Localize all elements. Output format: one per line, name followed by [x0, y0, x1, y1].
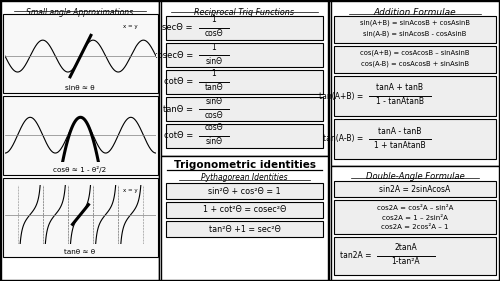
FancyBboxPatch shape: [166, 97, 323, 121]
Text: cosΘ: cosΘ: [204, 30, 224, 38]
FancyBboxPatch shape: [166, 16, 323, 40]
FancyBboxPatch shape: [166, 70, 323, 94]
Text: tanA - tanB: tanA - tanB: [378, 126, 422, 135]
Text: sin2A = 2sinAcosA: sin2A = 2sinAcosA: [380, 185, 450, 194]
Text: cos(A-B) = cosAcosB + sinAsinB: cos(A-B) = cosAcosB + sinAsinB: [361, 61, 469, 67]
FancyBboxPatch shape: [166, 183, 323, 199]
Text: tanθ ≈ θ: tanθ ≈ θ: [64, 249, 96, 255]
FancyBboxPatch shape: [166, 43, 323, 67]
Text: secΘ =: secΘ =: [162, 24, 193, 33]
Text: 1 + cot²Θ = cosec²Θ: 1 + cot²Θ = cosec²Θ: [203, 205, 286, 214]
Text: sinΘ: sinΘ: [206, 96, 222, 105]
Text: 1-tan²A: 1-tan²A: [392, 257, 420, 266]
FancyBboxPatch shape: [334, 237, 496, 275]
Text: cos2A = 1 – 2sin²A: cos2A = 1 – 2sin²A: [382, 214, 448, 221]
FancyBboxPatch shape: [161, 156, 328, 280]
FancyBboxPatch shape: [3, 96, 158, 175]
FancyBboxPatch shape: [1, 1, 159, 280]
Text: tanΘ =: tanΘ =: [163, 105, 193, 114]
Text: cosecΘ =: cosecΘ =: [153, 51, 193, 60]
FancyBboxPatch shape: [334, 16, 496, 43]
FancyBboxPatch shape: [334, 46, 496, 73]
FancyBboxPatch shape: [334, 181, 496, 197]
FancyBboxPatch shape: [334, 119, 496, 159]
FancyBboxPatch shape: [331, 1, 499, 166]
Text: tan2A =: tan2A =: [340, 251, 371, 260]
FancyBboxPatch shape: [166, 202, 323, 218]
FancyBboxPatch shape: [161, 1, 328, 156]
Text: 1 + tanAtanB: 1 + tanAtanB: [374, 140, 426, 149]
Text: cos2A = cos²A – sin²A: cos2A = cos²A – sin²A: [377, 205, 453, 211]
Text: cotΘ =: cotΘ =: [164, 132, 193, 140]
Text: tanΘ: tanΘ: [204, 83, 224, 92]
Text: 1: 1: [212, 42, 216, 51]
Text: tan(A+B) =: tan(A+B) =: [319, 92, 363, 101]
Text: Pythagorean Identities: Pythagorean Identities: [201, 173, 288, 182]
Text: cosΘ: cosΘ: [204, 110, 224, 119]
Text: Double-Angle Formulae: Double-Angle Formulae: [366, 172, 464, 181]
Text: tan(A-B) =: tan(A-B) =: [323, 135, 363, 144]
Text: Reciprocal Trig Functions: Reciprocal Trig Functions: [194, 8, 294, 17]
FancyBboxPatch shape: [331, 166, 499, 280]
FancyBboxPatch shape: [3, 14, 158, 93]
FancyBboxPatch shape: [166, 221, 323, 237]
Text: Trigonometric identities: Trigonometric identities: [174, 160, 316, 170]
Text: cos(A+B) = cosAcosB – sinAsinB: cos(A+B) = cosAcosB – sinAsinB: [360, 50, 470, 56]
Text: sin(A-B) = sinAcosB - cosAsinB: sin(A-B) = sinAcosB - cosAsinB: [364, 31, 467, 37]
FancyBboxPatch shape: [329, 1, 499, 280]
FancyBboxPatch shape: [3, 178, 158, 257]
Text: 1: 1: [212, 69, 216, 78]
Text: tan²Θ +1 = sec²Θ: tan²Θ +1 = sec²Θ: [208, 225, 281, 234]
Text: sinΘ: sinΘ: [206, 56, 222, 65]
Text: 2tanA: 2tanA: [394, 244, 417, 253]
Text: Small angle Approximations: Small angle Approximations: [26, 8, 134, 17]
Text: x = y: x = y: [124, 24, 138, 29]
Text: cotΘ =: cotΘ =: [164, 78, 193, 87]
Text: cosΘ: cosΘ: [204, 124, 224, 133]
FancyBboxPatch shape: [166, 124, 323, 148]
FancyBboxPatch shape: [159, 1, 329, 280]
FancyBboxPatch shape: [334, 76, 496, 116]
Text: 1 - tanAtanB: 1 - tanAtanB: [376, 98, 424, 106]
Text: sinθ ≈ θ: sinθ ≈ θ: [65, 85, 95, 91]
FancyBboxPatch shape: [334, 200, 496, 234]
Text: Addition Formulae: Addition Formulae: [374, 8, 456, 17]
Text: x = y: x = y: [124, 188, 138, 193]
Text: sin²Θ + cos²Θ = 1: sin²Θ + cos²Θ = 1: [208, 187, 281, 196]
Text: cos2A = 2cos²A – 1: cos2A = 2cos²A – 1: [382, 224, 449, 230]
Text: sinΘ: sinΘ: [206, 137, 222, 146]
Text: tanA + tanB: tanA + tanB: [376, 83, 424, 92]
Text: cosθ ≈ 1 - θ²/2: cosθ ≈ 1 - θ²/2: [54, 166, 106, 173]
Text: sin(A+B) = sinAcosB + cosAsinB: sin(A+B) = sinAcosB + cosAsinB: [360, 20, 470, 26]
Text: 1: 1: [212, 15, 216, 24]
